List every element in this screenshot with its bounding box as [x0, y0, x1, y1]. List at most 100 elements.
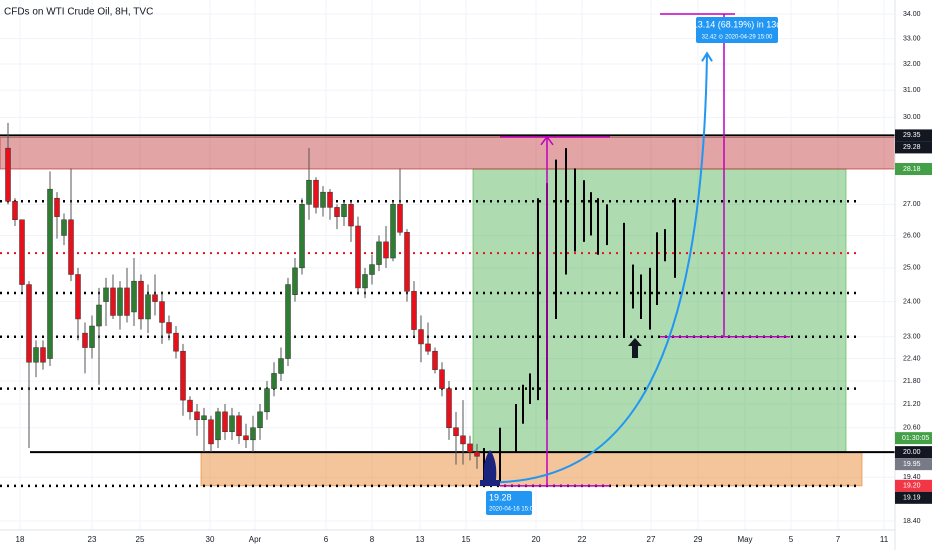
candle-body [229, 415, 235, 432]
candle-body [474, 451, 480, 457]
y-tick-label: 27.00 [903, 201, 921, 208]
candle-body [152, 294, 158, 302]
candle-body [47, 188, 53, 359]
candle-body [54, 197, 60, 217]
y-tick-label: 22.40 [903, 355, 921, 362]
candle-body [285, 284, 291, 359]
candle-body [460, 435, 466, 445]
x-tick-label: 25 [136, 535, 145, 544]
candle-body [369, 264, 375, 275]
candle-body [187, 399, 193, 413]
candle-body [89, 325, 95, 348]
price-badge-label: 19.20 [903, 483, 921, 490]
x-axis-bg [0, 530, 932, 550]
price-badge [895, 458, 932, 471]
candle-body [397, 204, 403, 233]
start-label-box [486, 491, 532, 515]
candle-body [467, 443, 473, 453]
x-tick-label: 11 [880, 535, 889, 544]
x-tick-label: Apr [249, 535, 262, 544]
candle-body [432, 350, 438, 370]
y-tick-label: 20.60 [903, 425, 921, 432]
candle-body [439, 369, 445, 389]
candle-body [215, 411, 221, 441]
target-label-box [696, 17, 778, 43]
y-tick-label: 26.00 [903, 232, 921, 239]
candle-body [103, 287, 109, 302]
candle-body [208, 419, 214, 445]
candle-body [278, 358, 284, 374]
price-badge [895, 162, 932, 175]
x-tick-label: May [737, 535, 752, 544]
candle-body [299, 204, 305, 269]
arrow-head [701, 51, 713, 62]
start-label: 19.28 [489, 492, 512, 502]
x-tick-label: 22 [578, 535, 587, 544]
chart-title: CFDs on WTI Crude Oil, 8H, TVC [4, 7, 153, 18]
projection-curve [489, 53, 708, 484]
price-badge-label: 19.19 [903, 495, 921, 502]
price-badge-label: 29.35 [903, 132, 921, 139]
candle-body [124, 287, 130, 316]
candle-body [138, 280, 144, 320]
candle-body [404, 232, 410, 292]
price-badge-label: 29.28 [903, 144, 921, 151]
x-tick-label: 29 [694, 535, 703, 544]
candle-body [40, 347, 46, 363]
x-tick-label: 6 [324, 535, 329, 544]
candle-body [383, 241, 389, 259]
y-tick-label: 19.40 [903, 474, 921, 481]
candle-body [292, 267, 298, 295]
candle-body [110, 287, 116, 316]
y-tick-label: 34.00 [903, 11, 921, 18]
price-badge [895, 129, 932, 142]
candle-body [418, 329, 424, 345]
candle-body [173, 332, 179, 352]
x-tick-label: 5 [789, 535, 794, 544]
candle-body [313, 179, 319, 208]
x-tick-label: 20 [532, 535, 541, 544]
candle-body [236, 415, 242, 437]
candle-body [145, 294, 151, 320]
candle-body [201, 415, 207, 420]
y-tick-label: 25.00 [903, 265, 921, 272]
candle-body [159, 301, 165, 323]
candle-body [327, 191, 333, 208]
price-badge [895, 479, 932, 492]
candle-body [33, 347, 39, 363]
y-tick-label: 21.80 [903, 378, 921, 385]
candle-body [411, 291, 417, 330]
y-tick-label: 24.00 [903, 298, 921, 305]
candle-body [320, 191, 326, 208]
price-badge-label: 20.00 [903, 449, 921, 456]
x-tick-label: 30 [206, 535, 215, 544]
candle-body [222, 411, 228, 432]
price-badge-label: 19.95 [903, 461, 921, 468]
candle-body [341, 204, 347, 217]
x-tick-label: 15 [462, 535, 471, 544]
candle-body [446, 388, 452, 428]
countdown-label: 01:30:05 [902, 435, 929, 442]
x-tick-label: 13 [416, 535, 425, 544]
target-label: 32.42 ⊙ 2020-04-29 15:00 [702, 35, 773, 41]
candle-body [68, 219, 74, 275]
candle-body [334, 207, 340, 217]
y-tick-label: 32.00 [903, 61, 921, 68]
candle-body [61, 219, 67, 236]
candle-body [348, 204, 354, 227]
candle-body [12, 201, 18, 221]
start-label: 2020-04-16 15:00 [489, 507, 537, 513]
candle-body [131, 280, 137, 313]
y-tick-label: 31.00 [903, 87, 921, 94]
price-badge [895, 491, 932, 504]
countdown-badge [895, 432, 932, 445]
candle-body [362, 274, 368, 289]
candle-body [425, 343, 431, 352]
candle-body [96, 304, 102, 327]
red-zone [0, 136, 896, 170]
candle-body [243, 435, 249, 441]
candle-body [82, 332, 88, 348]
arrow-head [540, 135, 554, 146]
candle-body [376, 241, 382, 265]
